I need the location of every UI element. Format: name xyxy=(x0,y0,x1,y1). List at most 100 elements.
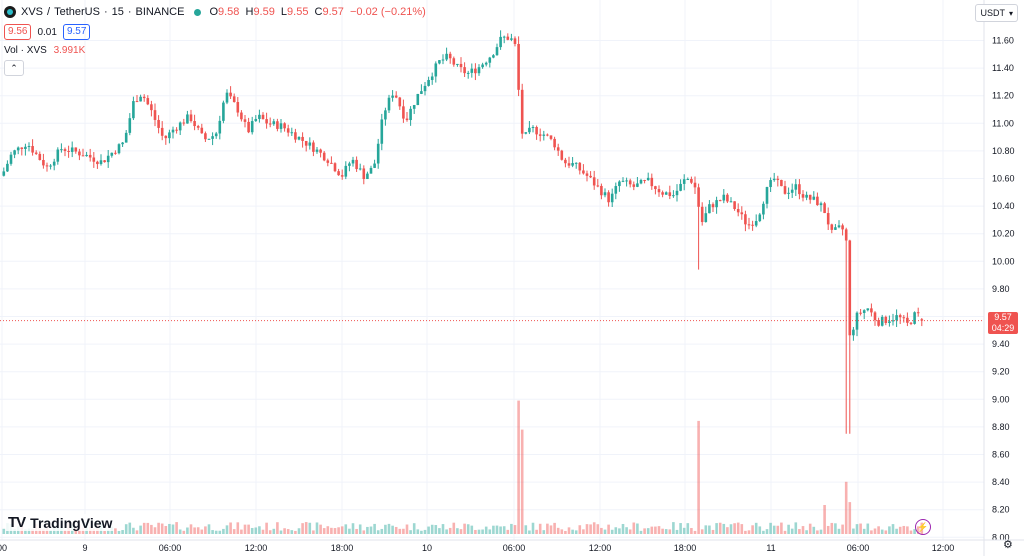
volume-bar xyxy=(888,526,891,534)
volume-bar xyxy=(337,527,340,534)
candle xyxy=(834,224,837,231)
volume-bar xyxy=(326,526,330,534)
volume-bar xyxy=(794,522,798,534)
candle-body xyxy=(279,123,283,129)
candle-body xyxy=(776,178,780,180)
candle-body xyxy=(344,165,348,177)
candle-body xyxy=(438,60,441,64)
candle-body xyxy=(52,161,56,166)
candle xyxy=(607,190,610,207)
candle xyxy=(862,309,866,320)
collapse-legend-button[interactable]: ⌃ xyxy=(4,60,24,76)
candle xyxy=(801,190,805,202)
candle xyxy=(632,181,636,191)
candle xyxy=(92,152,96,168)
candle-body xyxy=(132,101,135,119)
interval-label[interactable]: 15 xyxy=(111,6,124,18)
candle-body xyxy=(409,108,412,121)
tradingview-logo-icon: TV xyxy=(8,514,26,531)
candle xyxy=(693,176,697,195)
candle xyxy=(664,191,668,195)
volume-bar xyxy=(398,528,402,534)
candle-body xyxy=(852,329,855,336)
candle xyxy=(668,185,672,200)
volume-bar xyxy=(315,522,319,534)
candle-body xyxy=(600,185,603,196)
buy-price-button[interactable]: 9.57 xyxy=(62,24,91,40)
candle-body xyxy=(481,64,484,68)
volume-bar xyxy=(362,530,366,534)
gear-icon[interactable]: ⚙ xyxy=(1003,539,1013,551)
candle xyxy=(405,112,409,122)
candle xyxy=(416,93,420,106)
volume-bar xyxy=(708,525,711,534)
candle xyxy=(690,176,693,185)
candle xyxy=(524,132,528,135)
candle xyxy=(157,115,160,134)
volume-bar xyxy=(445,529,448,534)
currency-select[interactable]: USDT ▾ xyxy=(975,4,1018,22)
candle-body xyxy=(96,161,99,165)
candle xyxy=(20,147,24,156)
x-tick-label: 06:00 xyxy=(159,543,182,553)
bid-ask-widget: 9.56 0.01 9.57 xyxy=(4,24,91,40)
volume-bar xyxy=(682,527,686,534)
tradingview-logo[interactable]: TV TradingView xyxy=(6,514,115,531)
candle xyxy=(106,150,110,168)
candle xyxy=(218,115,222,140)
lightning-icon[interactable]: ⚡ xyxy=(915,519,931,535)
quote-name[interactable]: TetherUS xyxy=(54,6,100,18)
volume-bar xyxy=(538,523,542,534)
candle-body xyxy=(884,316,888,323)
candle xyxy=(398,96,402,110)
volume-bar xyxy=(369,526,373,534)
candle-body xyxy=(196,126,200,128)
candle xyxy=(830,223,834,234)
candle xyxy=(376,138,380,169)
candle-body xyxy=(740,212,744,215)
candle-body xyxy=(175,129,178,131)
x-tick-label: 06:00 xyxy=(847,543,870,553)
volume-bar xyxy=(2,528,6,534)
candle xyxy=(866,308,870,312)
candle-body xyxy=(654,186,657,190)
volume-bar xyxy=(549,525,553,534)
candle-body xyxy=(362,168,366,180)
y-tick-label: 8.40 xyxy=(992,477,1010,487)
candle-body xyxy=(499,36,502,48)
volume-bar xyxy=(643,528,646,534)
volume-bar xyxy=(513,525,517,534)
candle-body xyxy=(769,180,772,188)
candle xyxy=(214,131,218,139)
candle xyxy=(848,239,852,434)
volume-bar xyxy=(27,528,31,534)
candle-body xyxy=(272,121,276,125)
candle-body xyxy=(207,138,211,140)
candle-body xyxy=(466,72,470,74)
volume-bar xyxy=(596,524,600,534)
candle-body xyxy=(520,89,524,134)
volume-bar xyxy=(729,524,733,534)
volume-bar xyxy=(510,523,513,534)
candle xyxy=(906,312,909,327)
volume-bar xyxy=(24,529,27,534)
candle-body xyxy=(672,195,675,197)
candle xyxy=(610,188,614,208)
candle xyxy=(265,112,268,129)
candle-body xyxy=(412,105,416,109)
candle xyxy=(780,179,783,187)
volume-bar xyxy=(416,529,420,534)
candle-body xyxy=(571,163,574,166)
candle-body xyxy=(315,149,319,152)
volume-bar xyxy=(290,530,294,534)
candle xyxy=(708,200,711,214)
candle xyxy=(916,307,920,317)
candle-body xyxy=(56,149,60,162)
symbol-name[interactable]: XVS xyxy=(21,6,44,18)
candle xyxy=(402,99,405,123)
volume-label[interactable]: Vol · XVS xyxy=(4,45,47,56)
sell-price-button[interactable]: 9.56 xyxy=(4,24,32,40)
candle xyxy=(67,145,70,158)
